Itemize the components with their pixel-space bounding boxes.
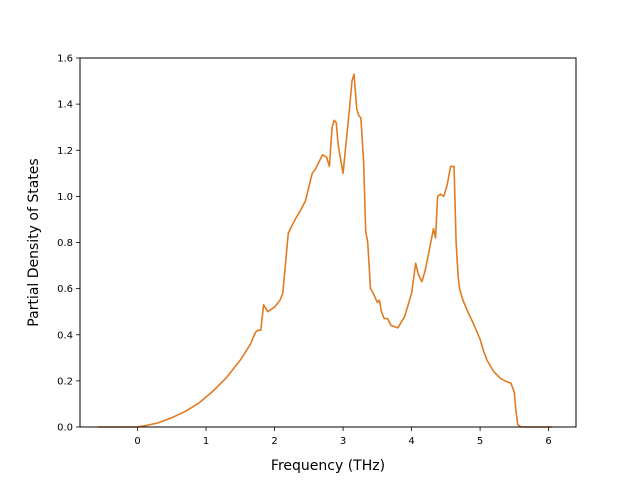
x-tick-label: 0 (134, 436, 140, 447)
y-tick-label: 0.8 (57, 238, 73, 249)
y-tick-label: 1.4 (57, 100, 73, 111)
y-tick-label: 1.0 (57, 192, 73, 203)
y-tick-label: 1.6 (57, 54, 73, 65)
series-line (97, 73, 553, 428)
y-tick-label: 0.6 (57, 284, 73, 295)
x-tick-label: 5 (477, 436, 483, 447)
y-tick-label: 0.0 (57, 423, 73, 434)
series-layer (97, 73, 553, 428)
x-tick-label: 4 (408, 436, 414, 447)
y-axis-title: Partial Density of States (26, 158, 42, 326)
y-axis: 0.0 0.2 0.4 0.6 0.8 1.0 1.2 1.4 1.6 (57, 54, 80, 434)
x-axis-title: Frequency (THz) (271, 458, 385, 474)
y-tick-label: 0.4 (57, 330, 73, 341)
x-tick-label: 3 (340, 436, 346, 447)
y-tick-label: 0.2 (57, 376, 73, 387)
x-tick-label: 2 (271, 436, 277, 447)
y-tick-label: 1.2 (57, 146, 73, 157)
x-tick-label: 1 (203, 436, 209, 447)
x-tick-label: 6 (545, 436, 551, 447)
x-axis: 0 1 2 3 4 5 6 (134, 427, 552, 447)
